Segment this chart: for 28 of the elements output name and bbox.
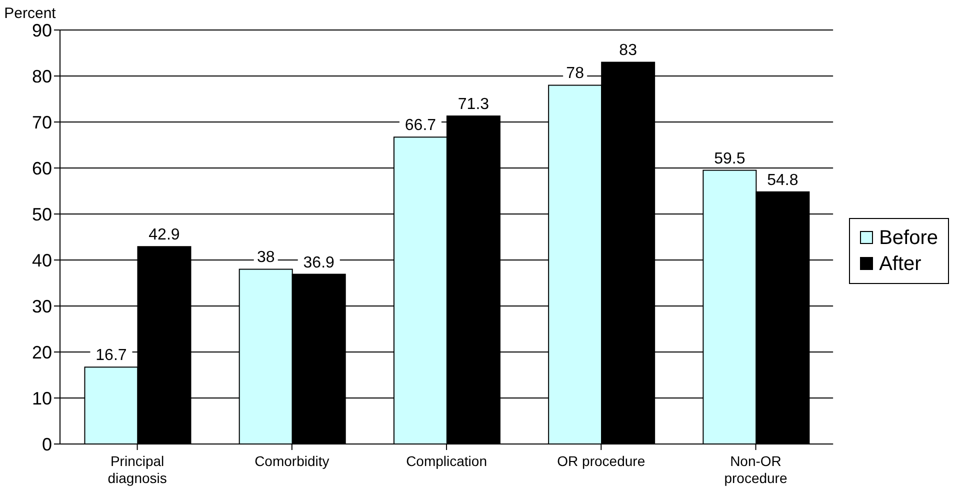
y-axis-title: Percent <box>4 5 57 22</box>
legend-label: After <box>879 252 922 276</box>
data-label: 83 <box>619 42 638 60</box>
y-tick-label: 70 <box>32 112 52 132</box>
legend-label: Before <box>879 226 938 250</box>
y-tick-label: 40 <box>32 250 52 270</box>
x-tick-label: Non-OR procedure <box>724 453 788 486</box>
y-tick-label: 20 <box>32 342 52 362</box>
data-label: 54.8 <box>767 172 798 189</box>
data-label: 42.9 <box>148 226 180 244</box>
y-tick-label: 90 <box>32 20 52 40</box>
y-tick-label: 30 <box>32 296 52 316</box>
y-tick-label: 50 <box>32 204 52 224</box>
y-tick-label: 60 <box>32 158 52 178</box>
data-label: 36.9 <box>303 254 335 272</box>
x-tick-label: OR procedure <box>557 453 646 469</box>
y-tick-label: 0 <box>42 434 52 454</box>
x-tick-label: Complication <box>406 453 487 469</box>
data-label: 59.5 <box>714 150 746 168</box>
y-tick-label: 80 <box>32 66 52 86</box>
y-tick-label: 10 <box>32 388 52 408</box>
x-tick-label: Principal diagnosis <box>108 453 167 486</box>
x-tick-label: Comorbidity <box>254 453 330 469</box>
data-label: 16.7 <box>96 347 127 364</box>
data-label: 78 <box>566 65 584 82</box>
data-label: 66.7 <box>404 117 436 134</box>
data-label: 71.3 <box>458 96 490 114</box>
data-label: 38 <box>256 249 275 266</box>
